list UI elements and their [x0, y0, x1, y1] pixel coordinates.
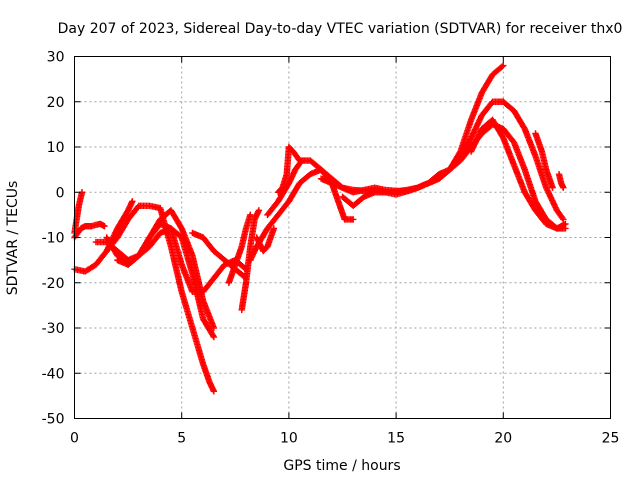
data-point: [270, 225, 278, 232]
data-point: [101, 222, 108, 230]
data-point: [129, 198, 136, 205]
series-track-20: [555, 170, 567, 191]
y-tick-label: 10: [47, 140, 65, 156]
y-tick-label: -40: [42, 366, 65, 382]
axis-ticks: 0 5 10 15 20 25 -50 -40 -30 -20 -10 0 10 20 30: [42, 50, 620, 447]
grid-lines: [74, 56, 611, 419]
data-points: [71, 62, 569, 395]
data-point: [500, 62, 507, 69]
chart-title: Day 207 of 2023, Sidereal Day-to-day VTE…: [58, 21, 623, 37]
series-track-9: [225, 211, 254, 286]
series-track-14: [274, 143, 303, 196]
data-point: [247, 211, 254, 219]
series-track-12: [253, 225, 278, 255]
y-tick-label: 20: [47, 95, 65, 111]
y-tick-label: -50: [42, 412, 65, 428]
y-tick-label: -10: [42, 231, 65, 247]
data-point: [209, 332, 217, 339]
series-track-11: [247, 198, 293, 264]
y-tick-label: -30: [42, 321, 65, 337]
y-tick-label: 30: [47, 50, 65, 66]
x-tick-label: 20: [494, 431, 512, 447]
data-point: [210, 333, 218, 341]
data-point: [560, 184, 567, 191]
y-tick-label: 0: [56, 185, 65, 201]
data-point: [559, 214, 566, 222]
data-point: [295, 156, 302, 163]
data-point: [498, 63, 506, 70]
series-track-13: [264, 157, 357, 223]
y-axis-label: SDTVAR / TECUs: [5, 181, 21, 296]
series-track-2: [71, 220, 108, 241]
x-tick-label: 0: [70, 431, 79, 447]
series-track-18: [467, 116, 569, 232]
series-track-7: [103, 198, 136, 255]
x-tick-label: 5: [177, 431, 186, 447]
y-tick-label: -20: [42, 276, 65, 292]
data-point: [296, 157, 303, 164]
data-point: [560, 216, 567, 223]
data-point: [210, 388, 218, 395]
data-point: [255, 207, 263, 214]
series-track-10: [238, 207, 263, 314]
x-tick-label: 15: [387, 431, 405, 447]
series-track-19: [532, 130, 556, 191]
series-track-8: [189, 229, 250, 282]
data-point: [562, 225, 569, 232]
x-tick-label: 10: [280, 431, 298, 447]
data-point: [350, 216, 357, 223]
plot-frame: [74, 56, 611, 419]
data-point: [210, 324, 218, 332]
x-tick-label: 25: [602, 431, 620, 447]
x-axis-label: GPS time / hours: [283, 458, 400, 474]
data-point: [549, 184, 556, 191]
